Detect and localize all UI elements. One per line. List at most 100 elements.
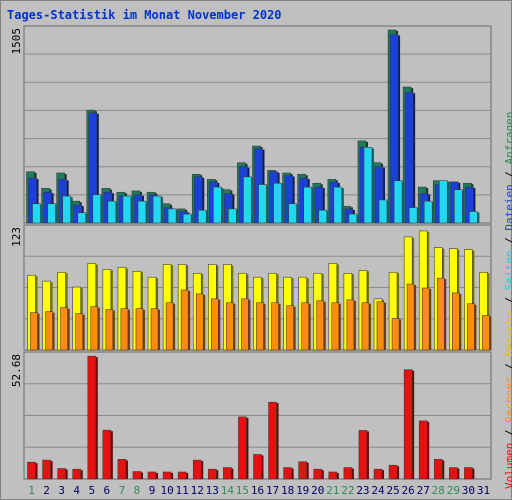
chart-title: Tages-Statistik im Monat November 2020 xyxy=(7,8,282,22)
volumen-bar xyxy=(253,454,262,480)
rechner-bar xyxy=(120,308,129,351)
y-max-label: 1505 xyxy=(10,28,23,55)
seiten-bar xyxy=(197,209,207,224)
rechner-bar xyxy=(452,292,460,351)
x-tick-label: 29 xyxy=(447,484,460,497)
seiten-bar xyxy=(62,195,71,224)
volumen-bar xyxy=(268,401,277,480)
rechner-bar xyxy=(256,302,264,351)
rechner-bar xyxy=(301,302,309,351)
rechner-bar xyxy=(75,313,84,351)
legend-anfragen: Anfragen xyxy=(503,111,512,165)
rechner-bar xyxy=(90,306,99,351)
seiten-bar xyxy=(107,200,117,224)
seiten-bar xyxy=(122,195,132,224)
x-tick-label: 31 xyxy=(477,484,490,497)
x-tick-label: 24 xyxy=(371,484,385,497)
legend-separator: / xyxy=(503,231,512,251)
seiten-bar xyxy=(273,182,282,224)
volumen-bar xyxy=(343,467,353,480)
x-tick-label: 17 xyxy=(266,484,279,497)
x-tick-label: 12 xyxy=(191,484,204,497)
x-tick-label: 25 xyxy=(386,484,399,497)
rechner-bar xyxy=(271,302,279,351)
x-tick-label: 18 xyxy=(281,484,294,497)
dateien-bar xyxy=(404,91,414,224)
x-tick-label: 5 xyxy=(88,484,95,497)
volumen-bar xyxy=(433,459,443,480)
rechner-bar xyxy=(391,318,400,351)
seiten-bar xyxy=(348,213,358,224)
x-tick-label: 3 xyxy=(58,484,65,497)
x-tick-label: 22 xyxy=(341,484,354,497)
rechner-bar xyxy=(467,303,475,351)
x-tick-label: 19 xyxy=(296,484,309,497)
seiten-bar xyxy=(423,200,433,224)
seiten-bar xyxy=(393,180,403,224)
rechner-bar xyxy=(436,277,445,351)
y-max-label: 123 xyxy=(10,227,23,247)
rechner-bar xyxy=(286,305,294,351)
rechner-bar xyxy=(406,283,415,351)
seiten-bar xyxy=(137,200,147,224)
legend-rechner: Rechner xyxy=(503,376,512,423)
volumen-bar xyxy=(313,468,323,480)
rechner-bar xyxy=(180,289,189,351)
x-tick-label: 26 xyxy=(402,484,415,497)
rechner-bar xyxy=(226,302,234,351)
seiten-bar xyxy=(378,199,388,224)
legend-seiten: Seiten xyxy=(503,250,512,291)
volumen-bar xyxy=(162,471,172,480)
legend-volumen: Volumen xyxy=(503,442,512,489)
x-tick-label: 8 xyxy=(134,484,141,497)
volumen-bar xyxy=(192,459,202,480)
volumen-bar xyxy=(418,420,428,480)
x-tick-label: 7 xyxy=(119,484,126,497)
rechner-bar xyxy=(211,298,219,351)
volumen-bar xyxy=(373,468,383,480)
seiten-bar xyxy=(258,184,267,224)
rechner-bar xyxy=(195,293,204,351)
rechner-bar xyxy=(45,311,53,351)
x-tick-label: 28 xyxy=(432,484,445,497)
rechner-bar xyxy=(150,308,159,351)
x-tick-label: 20 xyxy=(311,484,324,497)
volumen-bar xyxy=(208,468,217,480)
volumen-bar xyxy=(147,471,157,480)
seiten-bar xyxy=(77,212,87,224)
seiten-bar xyxy=(47,203,56,224)
rechner-bar xyxy=(376,301,385,351)
legend-besuche: Besuche xyxy=(503,310,512,357)
seiten-bar xyxy=(92,194,102,224)
seiten-bar xyxy=(243,176,252,224)
volumen-bar xyxy=(283,467,292,480)
volumen-bar xyxy=(238,416,247,480)
rechner-bar xyxy=(316,300,325,351)
seiten-bar xyxy=(228,208,237,224)
rechner-bar xyxy=(421,287,430,351)
seiten-bar xyxy=(32,203,41,224)
volumen-bar xyxy=(328,471,338,480)
rechner-bar xyxy=(241,298,249,351)
x-tick-label: 6 xyxy=(104,484,111,497)
x-tick-label: 30 xyxy=(462,484,475,497)
rechner-bar xyxy=(361,302,370,351)
volumen-bar xyxy=(358,430,368,480)
x-tick-label: 15 xyxy=(236,484,249,497)
legend-dateien: Dateien xyxy=(503,184,512,231)
seiten-bar xyxy=(469,211,478,224)
rechner-bar xyxy=(60,307,68,351)
seiten-bar xyxy=(303,186,312,224)
volumen-bar xyxy=(102,429,112,480)
volumen-bar xyxy=(57,468,66,480)
rechner-bar xyxy=(346,299,355,351)
seiten-bar xyxy=(408,207,418,224)
x-tick-label: 10 xyxy=(160,484,173,497)
volumen-bar xyxy=(449,467,458,480)
volumen-bar xyxy=(177,471,187,480)
seiten-bar xyxy=(363,147,373,224)
volumen-bar xyxy=(388,464,398,480)
seiten-bar xyxy=(438,180,448,224)
volumen-bar xyxy=(72,468,82,480)
volumen-bar xyxy=(117,459,127,480)
